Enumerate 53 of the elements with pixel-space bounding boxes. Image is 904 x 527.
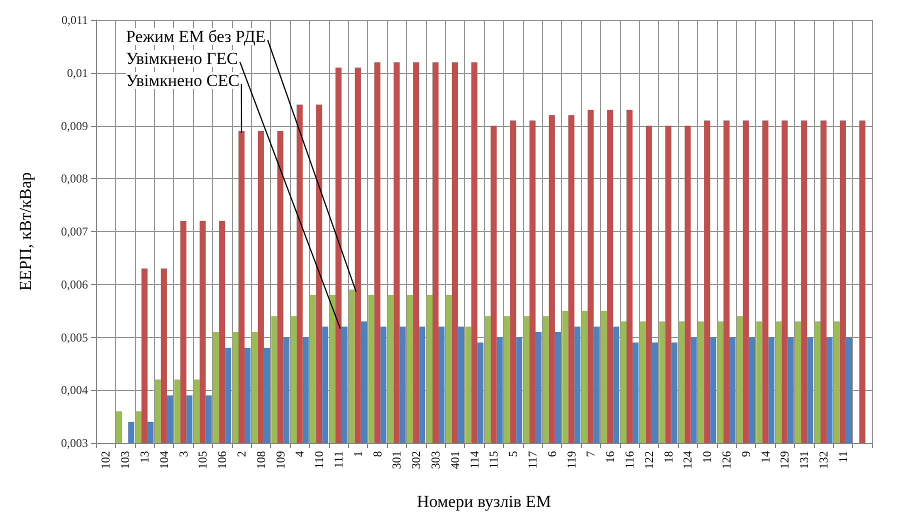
y-tick-label: 0,011 [61,13,88,27]
x-tick-label: 102 [98,451,113,469]
y-tick-label: 0,01 [67,66,88,80]
x-tick-label: 117 [526,451,540,469]
y-tick-label: 0,007 [61,224,88,238]
annotation: Режим ЕМ без РДЕ [126,27,266,46]
y-axis-title: ЕЕРП, кВт/кВар [16,172,35,291]
x-tick-label: 16 [603,451,618,463]
x-tick-label: 11 [836,451,850,463]
x-tick-label: 5 [506,451,520,457]
x-tick-label: 108 [254,451,268,469]
x-tick-label: 119 [564,451,578,469]
x-tick-label: 115 [486,451,501,469]
x-tick-label: 104 [156,451,171,469]
x-tick-label: 18 [661,451,676,463]
x-tick-label: 14 [758,451,772,463]
x-tick-label: 7 [584,451,598,457]
x-tick-label: 4 [292,451,307,457]
x-tick-label: 302 [409,451,424,469]
x-tick-label: 126 [720,451,734,469]
x-tick-label: 132 [816,451,830,469]
x-tick-label: 13 [138,451,152,463]
y-tick-label: 0,006 [61,277,88,292]
x-tick-label: 1 [350,451,365,457]
x-tick-label: 10 [700,451,714,463]
x-tick-label: 109 [273,451,288,469]
x-tick-label: 129 [778,451,792,469]
x-tick-label: 9 [738,451,753,457]
x-tick-label: 114 [467,451,482,469]
x-tick-label: 301 [390,451,404,469]
x-tick-label: 122 [642,451,656,469]
x-tick-label: 2 [234,451,248,457]
x-axis-title: Номери вузлів ЕМ [416,492,552,511]
x-tick-label: 116 [622,451,636,469]
x-tick-label: 106 [215,451,230,469]
annotation: Увімкнено СЕС [126,71,240,90]
y-tick-label: 0,008 [61,172,88,186]
y-tick-label: 0,009 [61,118,88,133]
x-tick-label: 105 [196,451,210,469]
x-tick-label: 110 [312,451,326,469]
x-tick-label: 303 [428,451,442,469]
y-tick-label: 0,003 [61,436,88,450]
x-tick-label: 103 [118,451,132,469]
y-tick-label: 0,005 [61,330,88,344]
x-tick-label: 131 [797,451,812,469]
x-tick-label: 111 [332,451,346,468]
x-tick-label: 401 [448,451,462,469]
x-tick-label: 124 [680,451,695,469]
x-tick-label: 8 [370,451,384,457]
x-tick-label: 3 [176,451,190,457]
x-tick-label: 6 [544,451,559,457]
y-tick-label: 0,004 [61,383,88,398]
annotation: Увімкнено ГЕС [126,49,238,68]
